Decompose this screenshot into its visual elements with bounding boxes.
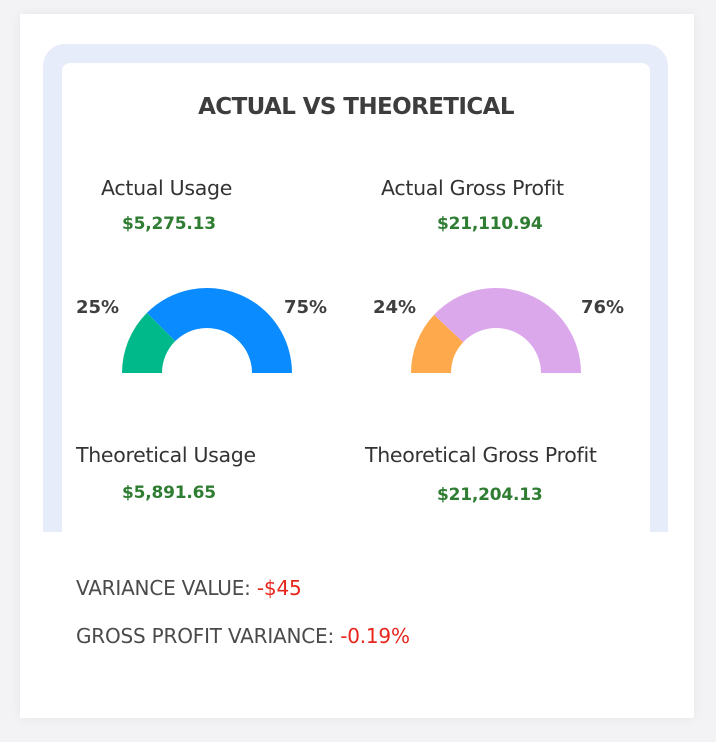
usage-gauge-right-segment: [146, 288, 292, 373]
variance-value-line: VARIANCE VALUE: -$45: [76, 576, 302, 600]
actual-gross-profit-label: Actual Gross Profit: [381, 176, 564, 200]
gross-profit-variance-amount: -0.19%: [340, 624, 410, 648]
gross-profit-left-percent: 24%: [373, 297, 417, 318]
theoretical-usage-value: $5,891.65: [122, 483, 216, 503]
usage-gauge: [122, 288, 292, 373]
actual-gross-profit-value: $21,110.94: [437, 214, 543, 234]
gross-profit-variance-label: GROSS PROFIT VARIANCE:: [76, 624, 335, 648]
gross-profit-gauge-right-segment: [434, 288, 581, 373]
gross-profit-variance-line: GROSS PROFIT VARIANCE: -0.19%: [76, 624, 410, 648]
panel-title: ACTUAL VS THEORETICAL: [198, 94, 514, 120]
actual-usage-label: Actual Usage: [101, 176, 233, 200]
theoretical-usage-label: Theoretical Usage: [76, 443, 256, 467]
usage-left-percent: 25%: [76, 297, 120, 318]
variance-value-label: VARIANCE VALUE:: [76, 576, 251, 600]
theoretical-gross-profit-label: Theoretical Gross Profit: [365, 443, 597, 467]
chart-panel: [62, 63, 650, 532]
theoretical-gross-profit-value: $21,204.13: [437, 485, 543, 505]
usage-right-percent: 75%: [284, 297, 328, 318]
actual-usage-value: $5,275.13: [122, 214, 216, 234]
variance-value-amount: -$45: [256, 576, 302, 600]
gross-profit-right-percent: 76%: [581, 297, 625, 318]
usage-gauge-left-segment: [122, 312, 176, 373]
gross-profit-gauge-left-segment: [411, 314, 464, 373]
gross-profit-gauge: [411, 288, 581, 373]
